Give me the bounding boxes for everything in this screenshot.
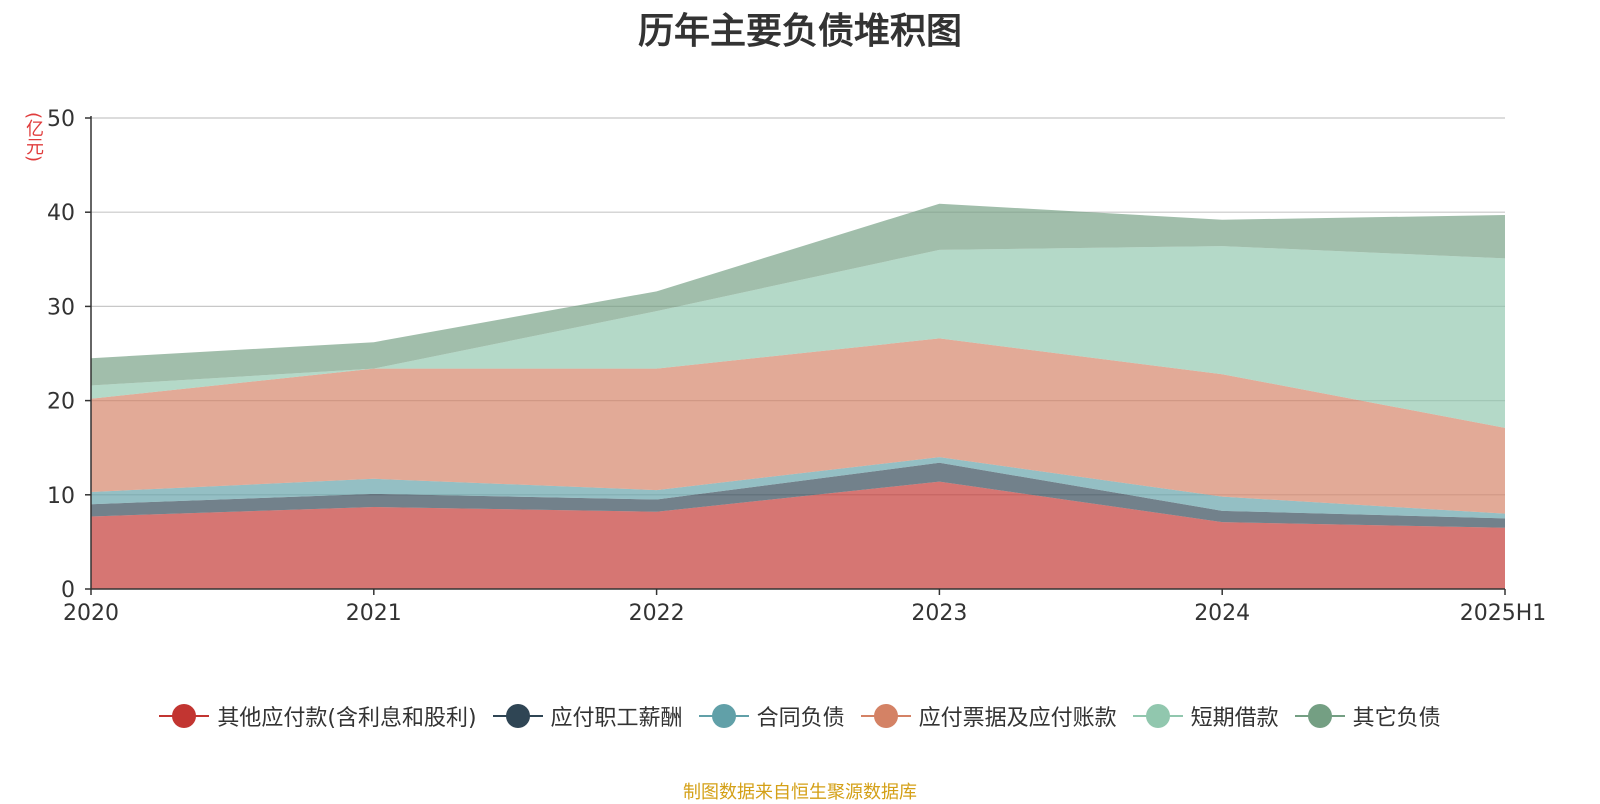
legend-marker-icon — [1132, 704, 1183, 728]
legend-label: 短期借款 — [1190, 706, 1279, 731]
legend-label: 其他应付款(含利息和股利) — [217, 706, 477, 731]
y-tick-label: 10 — [47, 484, 75, 509]
legend-item[interactable]: 其它负债 — [1294, 700, 1441, 732]
legend-label: 应付票据及应付账款 — [918, 706, 1117, 731]
legend-marker-icon — [698, 704, 749, 728]
data-source-note: 制图数据来自恒生聚源数据库 — [683, 782, 917, 803]
y-tick-label: 50 — [47, 107, 75, 132]
legend-label: 其它负债 — [1352, 706, 1441, 731]
legend-item[interactable]: 其他应付款(含利息和股利) — [159, 700, 477, 732]
y-tick-label: 30 — [47, 295, 75, 320]
y-tick-label: 40 — [47, 201, 75, 226]
x-tick-label: 2024 — [1194, 601, 1250, 626]
chart-title: 历年主要负债堆积图 — [637, 11, 962, 52]
legend-item[interactable]: 短期借款 — [1132, 700, 1279, 732]
x-tick-label: 2020 — [63, 601, 119, 626]
x-tick-label: 2023 — [911, 601, 967, 626]
area-series-2 — [91, 462, 1505, 528]
legend-label: 应付职工薪酬 — [550, 706, 683, 731]
legend-marker-icon — [159, 704, 210, 728]
area-series-5 — [91, 246, 1505, 428]
legend-item[interactable]: 应付职工薪酬 — [492, 700, 683, 732]
x-tick-label: 2025H1 — [1460, 601, 1547, 626]
legend-label: 合同负债 — [756, 706, 845, 731]
y-axis-unit-label: (亿元) — [23, 112, 44, 163]
area-series-3 — [91, 457, 1505, 519]
legend-marker-icon — [492, 704, 543, 728]
y-tick-label: 20 — [47, 390, 75, 415]
area-series-4 — [91, 338, 1505, 514]
area-series-1 — [91, 481, 1505, 589]
area-series-6 — [91, 203, 1505, 386]
x-tick-label: 2021 — [346, 601, 402, 626]
x-tick-label: 2022 — [629, 601, 685, 626]
legend-item[interactable]: 合同负债 — [698, 700, 845, 732]
y-tick-label: 0 — [61, 578, 75, 603]
legend-marker-icon — [1294, 704, 1345, 728]
chart-legend: 其他应付款(含利息和股利) 应付职工薪酬 合同负债 应付票据及应付账款 短期借款 其它负债 — [0, 700, 1600, 732]
stacked-area-chart: 0 10 20 30 40 50 2020 2021 2022 2023 2024 2025H1 — [47, 107, 1547, 626]
legend-marker-icon — [860, 704, 911, 728]
legend-item[interactable]: 应付票据及应付账款 — [860, 700, 1117, 732]
